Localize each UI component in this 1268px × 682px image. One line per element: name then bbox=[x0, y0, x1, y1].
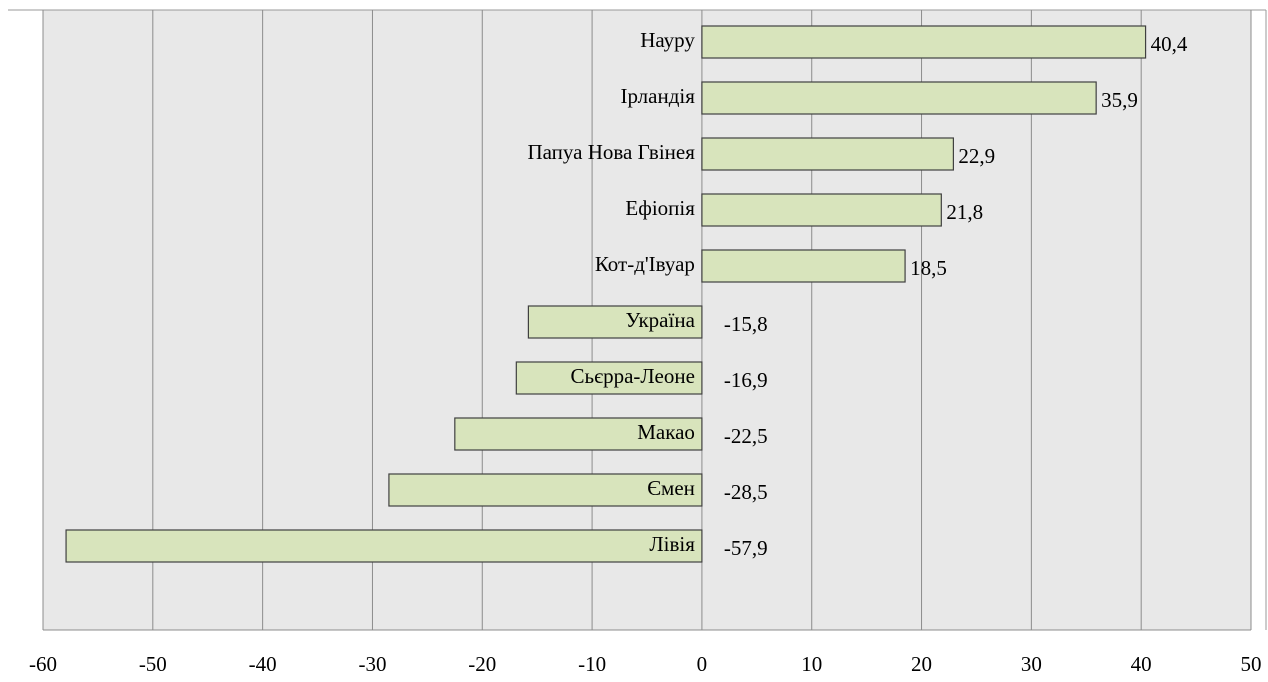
x-tick-label: 0 bbox=[697, 652, 708, 676]
category-label: Макао bbox=[637, 420, 695, 444]
bar bbox=[701, 25, 1147, 59]
x-tick-label: 30 bbox=[1021, 652, 1042, 676]
category-label: Ефіопія bbox=[625, 196, 695, 220]
category-label: Лівія bbox=[649, 532, 695, 556]
value-label: -57,9 bbox=[724, 536, 768, 560]
category-label: Кот-д'Івуар bbox=[595, 252, 695, 276]
x-tick-label: 40 bbox=[1131, 652, 1152, 676]
bar bbox=[515, 361, 703, 395]
category-label: Україна bbox=[625, 308, 695, 332]
x-tick-label: -60 bbox=[29, 652, 57, 676]
x-tick-label: -30 bbox=[358, 652, 386, 676]
bar bbox=[65, 529, 703, 563]
bar bbox=[527, 305, 703, 339]
x-tick-label: 10 bbox=[801, 652, 822, 676]
bar bbox=[701, 81, 1097, 115]
bar bbox=[701, 137, 954, 171]
category-label: Ірландія bbox=[620, 84, 695, 108]
bar bbox=[388, 473, 703, 507]
value-label: 35,9 bbox=[1101, 88, 1138, 112]
x-tick-label: -50 bbox=[139, 652, 167, 676]
x-tick-label: -10 bbox=[578, 652, 606, 676]
x-tick-label: -20 bbox=[468, 652, 496, 676]
value-label: -28,5 bbox=[724, 480, 768, 504]
category-label: Папуа Нова Гвінея bbox=[527, 140, 695, 164]
bar bbox=[454, 417, 703, 451]
value-label: 22,9 bbox=[958, 144, 995, 168]
value-label: 40,4 bbox=[1151, 32, 1188, 56]
value-label: -16,9 bbox=[724, 368, 768, 392]
category-label: Науру bbox=[640, 28, 695, 52]
x-tick-label: 50 bbox=[1241, 652, 1262, 676]
bar bbox=[701, 249, 906, 283]
category-label: Сьєрра-Леоне bbox=[571, 364, 695, 388]
x-tick-label: 20 bbox=[911, 652, 932, 676]
bar bbox=[701, 193, 942, 227]
category-label: Ємен bbox=[647, 476, 695, 500]
value-label: -22,5 bbox=[724, 424, 768, 448]
value-label: 18,5 bbox=[910, 256, 947, 280]
x-tick-label: -40 bbox=[249, 652, 277, 676]
value-label: 21,8 bbox=[946, 200, 983, 224]
value-label: -15,8 bbox=[724, 312, 768, 336]
